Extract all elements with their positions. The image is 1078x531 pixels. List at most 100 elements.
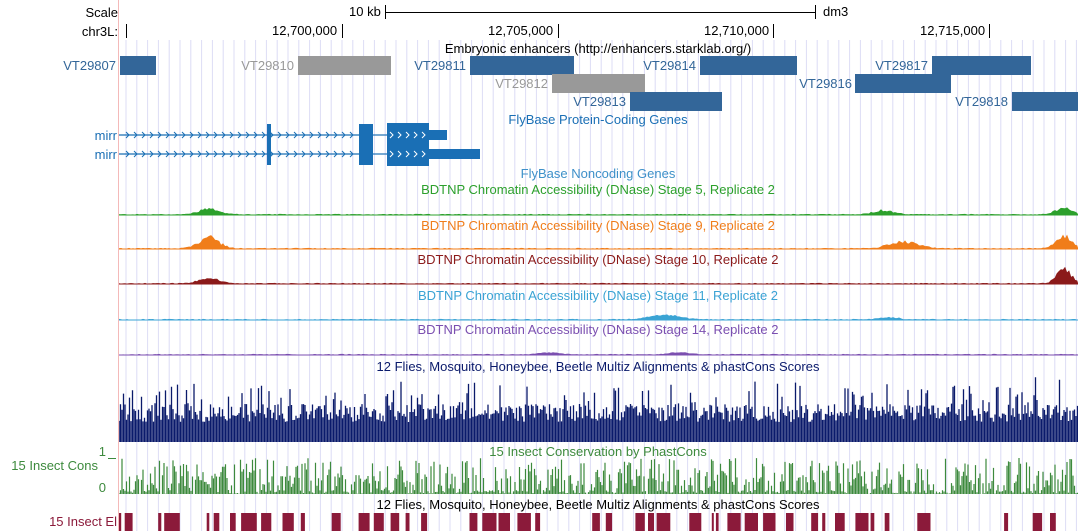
conserved-element (917, 513, 931, 531)
conserved-element (119, 513, 122, 531)
dnase-signal[interactable] (119, 267, 1078, 285)
enhancer-feature[interactable] (120, 56, 156, 75)
conserved-element (517, 513, 531, 531)
conserved-element (230, 513, 236, 531)
enhancer-label[interactable]: VT29807 (63, 58, 116, 73)
conserved-element (158, 513, 162, 531)
elements-features[interactable] (119, 512, 1078, 531)
gene-label[interactable]: mirr (94, 147, 117, 162)
gene-models[interactable] (0, 120, 1078, 170)
enhancers-track-title[interactable]: Embryonic enhancers (http://enhancers.st… (444, 41, 752, 56)
enhancer-feature[interactable] (552, 74, 645, 93)
enhancer-label[interactable]: VT29818 (955, 94, 1008, 109)
enhancer-label[interactable]: VT29812 (495, 76, 548, 91)
strand-arrow (325, 131, 330, 139)
multiz-bars (119, 377, 1078, 442)
phastcons-signal[interactable] (119, 458, 1078, 494)
enhancer-feature[interactable] (298, 56, 391, 75)
gene-label-row-1[interactable]: mirr (60, 128, 117, 143)
strand-arrow (213, 131, 218, 139)
enhancer-feature[interactable] (1012, 92, 1078, 111)
strand-arrow (309, 150, 314, 158)
strand-arrow (197, 131, 202, 139)
enhancer-label[interactable]: VT29814 (643, 58, 696, 73)
dnase-area (119, 234, 1078, 250)
dnase-track-title[interactable]: BDTNP Chromatin Accessibility (DNase) St… (417, 322, 779, 337)
enhancer-label[interactable]: VT29817 (875, 58, 928, 73)
strand-arrow (389, 131, 394, 139)
conserved-element (421, 513, 428, 531)
conserved-element (689, 513, 702, 531)
strand-arrow (197, 150, 202, 158)
elements-track-title[interactable]: 12 Flies, Mosquito, Honeybee, Beetle Mul… (376, 497, 820, 512)
strand-arrow (165, 131, 170, 139)
phastcons-track-title[interactable]: 15 Insect Conservation by PhastCons (489, 444, 707, 459)
strand-arrow (149, 150, 154, 158)
strand-arrow (213, 150, 218, 158)
strand-arrow (133, 150, 138, 158)
strand-arrow (277, 131, 282, 139)
enhancer-feature[interactable] (855, 74, 951, 93)
conserved-element (1050, 513, 1056, 531)
dnase-signal[interactable] (119, 232, 1078, 250)
protein-coding-track-title[interactable]: FlyBase Protein-Coding Genes (508, 112, 688, 127)
strand-arrow (421, 131, 426, 139)
conserved-element (241, 513, 257, 531)
enhancer-feature[interactable] (700, 56, 797, 75)
strand-arrow (397, 131, 402, 139)
ruler-position: 12,710,000 (704, 23, 770, 38)
scale-bar (385, 12, 815, 13)
strand-arrow (173, 131, 178, 139)
dnase-track-title[interactable]: BDTNP Chromatin Accessibility (DNase) St… (421, 218, 775, 233)
conserved-element (405, 513, 410, 531)
elements-side-label[interactable]: 15 Insect El (49, 514, 117, 529)
ruler-tick (558, 24, 559, 38)
gene-label-row-2[interactable]: mirr (60, 147, 117, 162)
strand-arrow (389, 150, 394, 158)
dnase-signal[interactable] (119, 198, 1078, 216)
conserved-element (884, 513, 890, 531)
strand-arrow (149, 131, 154, 139)
noncoding-track-title[interactable]: FlyBase Noncoding Genes (520, 166, 676, 181)
conserved-element (592, 513, 600, 531)
ruler-start-tick (126, 24, 127, 38)
phastcons-bars (119, 458, 1078, 494)
conserved-element (786, 513, 794, 531)
conserved-element (373, 513, 384, 531)
conserved-element (282, 513, 294, 531)
enhancer-feature[interactable] (630, 92, 722, 111)
dnase-track-title[interactable]: BDTNP Chromatin Accessibility (DNase) St… (417, 288, 779, 303)
strand-arrow (301, 150, 306, 158)
utr (429, 149, 480, 159)
dnase-track-title[interactable]: BDTNP Chromatin Accessibility (DNase) St… (421, 182, 775, 197)
exon (267, 143, 271, 165)
enhancer-label[interactable]: VT29810 (241, 58, 294, 73)
enhancer-label[interactable]: VT29811 (414, 58, 466, 73)
dnase-area (119, 267, 1078, 285)
ruler-tick (773, 24, 774, 38)
phastcons-side-label[interactable]: 15 Insect Cons (11, 458, 98, 473)
dnase-signal[interactable] (119, 338, 1078, 356)
ruler-tick (989, 24, 990, 38)
strand-arrow (309, 131, 314, 139)
conserved-element (1032, 513, 1043, 531)
axis-tick (108, 458, 116, 459)
enhancer-label[interactable]: VT29813 (573, 94, 626, 109)
strand-arrow (205, 150, 210, 158)
conserved-element (715, 513, 719, 531)
enhancer-feature[interactable] (932, 56, 1031, 75)
enhancer-feature[interactable] (470, 56, 574, 75)
strand-arrow (229, 150, 234, 158)
gene-label[interactable]: mirr (94, 128, 117, 143)
dnase-track-title[interactable]: BDTNP Chromatin Accessibility (DNase) St… (417, 252, 779, 267)
enhancer-label[interactable]: VT29816 (799, 76, 852, 91)
strand-arrow (125, 131, 130, 139)
multiz-signal[interactable] (119, 374, 1078, 442)
strand-arrow (349, 150, 354, 158)
conserved-element (331, 513, 341, 531)
dnase-signal[interactable] (119, 303, 1078, 321)
strand-arrow (157, 131, 162, 139)
multiz-track-title[interactable]: 12 Flies, Mosquito, Honeybee, Beetle Mul… (376, 359, 820, 374)
